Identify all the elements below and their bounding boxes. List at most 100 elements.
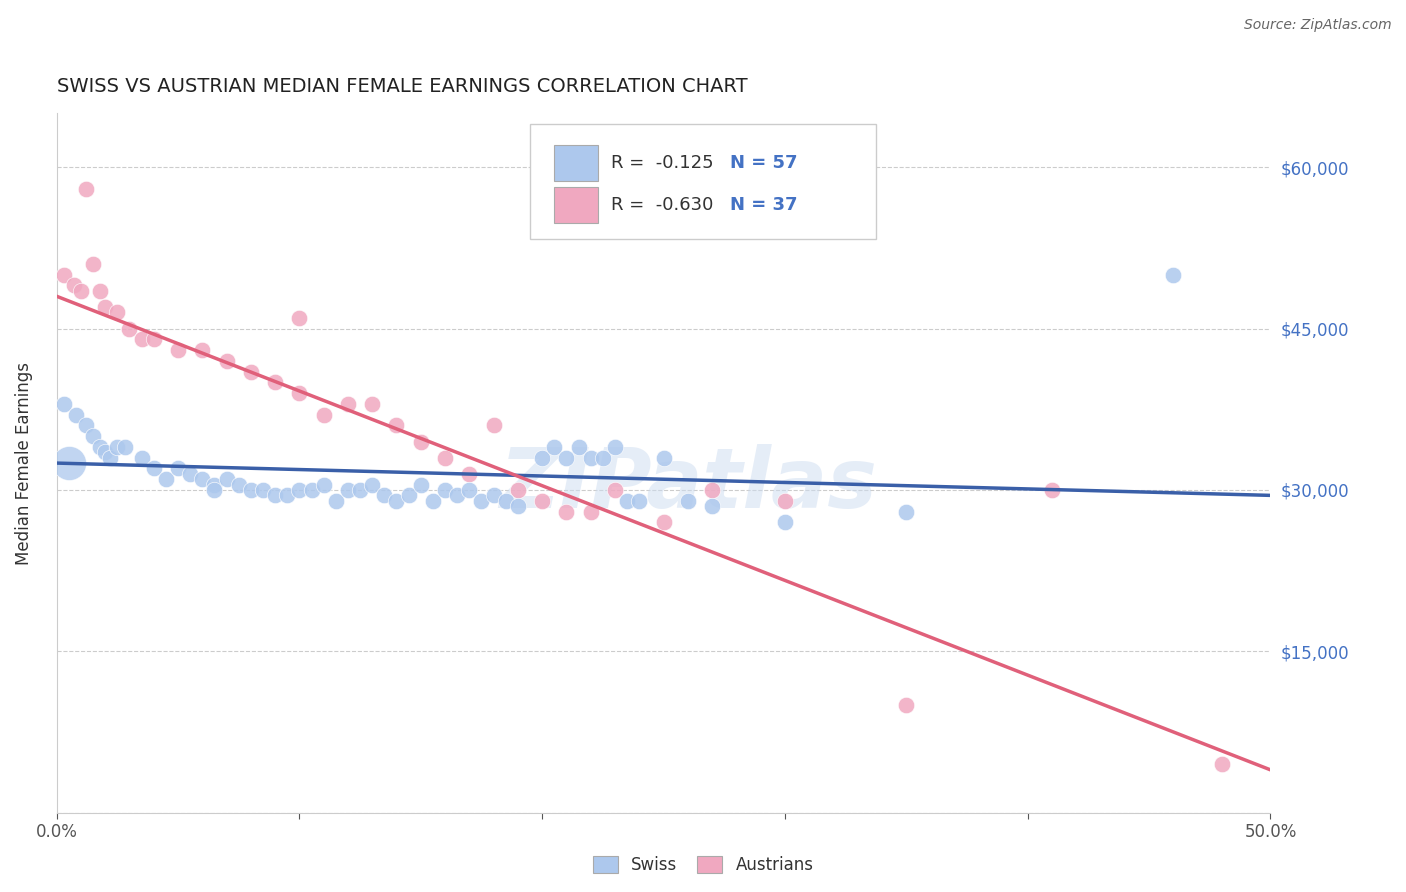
Point [155,472,177,486]
Point [202,483,225,497]
Point [336,397,359,411]
Legend: Swiss, Austrians: Swiss, Austrians [588,851,818,880]
Point [422,493,444,508]
Point [89,440,111,454]
Point [75,181,97,195]
Point [482,418,505,433]
Point [252,483,274,497]
Point [94,300,117,314]
Point [470,493,492,508]
Point [409,477,432,491]
Point [482,488,505,502]
Point [700,499,723,513]
Point [288,483,311,497]
Point [336,483,359,497]
Point [434,450,457,465]
Point [288,310,311,325]
Point [105,440,128,454]
Point [531,493,554,508]
Point [495,493,517,508]
Point [264,488,287,502]
Point [264,376,287,390]
Point [555,450,578,465]
Point [361,397,384,411]
Point [579,450,602,465]
FancyBboxPatch shape [554,145,598,181]
Point [385,493,408,508]
Point [301,483,323,497]
Point [105,305,128,319]
Point [700,483,723,497]
Point [446,488,468,502]
Point [142,332,165,346]
Point [191,343,214,357]
Point [628,493,651,508]
Point [131,332,153,346]
Point [98,450,121,465]
Point [131,450,153,465]
Point [616,493,638,508]
FancyBboxPatch shape [554,186,598,223]
Point [1163,268,1185,282]
Point [1040,483,1063,497]
Point [82,429,104,443]
Point [52,268,75,282]
Point [312,408,335,422]
Point [603,440,626,454]
Point [773,516,796,530]
Y-axis label: Median Female Earnings: Median Female Earnings [15,361,32,565]
Text: Source: ZipAtlas.com: Source: ZipAtlas.com [1244,18,1392,32]
Point [458,467,481,481]
Point [118,321,141,335]
FancyBboxPatch shape [530,124,876,239]
Point [676,493,699,508]
Point [506,499,529,513]
Point [215,472,238,486]
Point [568,440,591,454]
Point [239,365,262,379]
Point [531,450,554,465]
Point [179,467,201,481]
Point [62,278,84,293]
Point [652,450,675,465]
Point [288,386,311,401]
Point [70,284,93,298]
Point [896,504,918,518]
Point [652,516,675,530]
Point [75,418,97,433]
Point [65,408,87,422]
Point [398,488,420,502]
Point [167,343,190,357]
Point [82,257,104,271]
Point [202,477,225,491]
Text: R =  -0.630: R = -0.630 [612,196,714,214]
Point [167,461,190,475]
Point [434,483,457,497]
Point [239,483,262,497]
Point [142,461,165,475]
Point [1211,757,1233,772]
Point [385,418,408,433]
Point [349,483,371,497]
Point [89,284,111,298]
Point [458,483,481,497]
Point [215,354,238,368]
Point [114,440,136,454]
Point [325,493,347,508]
Point [592,450,614,465]
Point [94,445,117,459]
Text: R =  -0.125: R = -0.125 [612,154,714,172]
Text: N = 37: N = 37 [730,196,797,214]
Point [52,397,75,411]
Point [603,483,626,497]
Point [409,434,432,449]
Point [228,477,250,491]
Point [312,477,335,491]
Point [579,504,602,518]
Point [543,440,565,454]
Text: N = 57: N = 57 [730,154,797,172]
Text: SWISS VS AUSTRIAN MEDIAN FEMALE EARNINGS CORRELATION CHART: SWISS VS AUSTRIAN MEDIAN FEMALE EARNINGS… [56,78,747,96]
Text: ZIPatlas: ZIPatlas [499,443,877,524]
Point [191,472,214,486]
Point [276,488,298,502]
